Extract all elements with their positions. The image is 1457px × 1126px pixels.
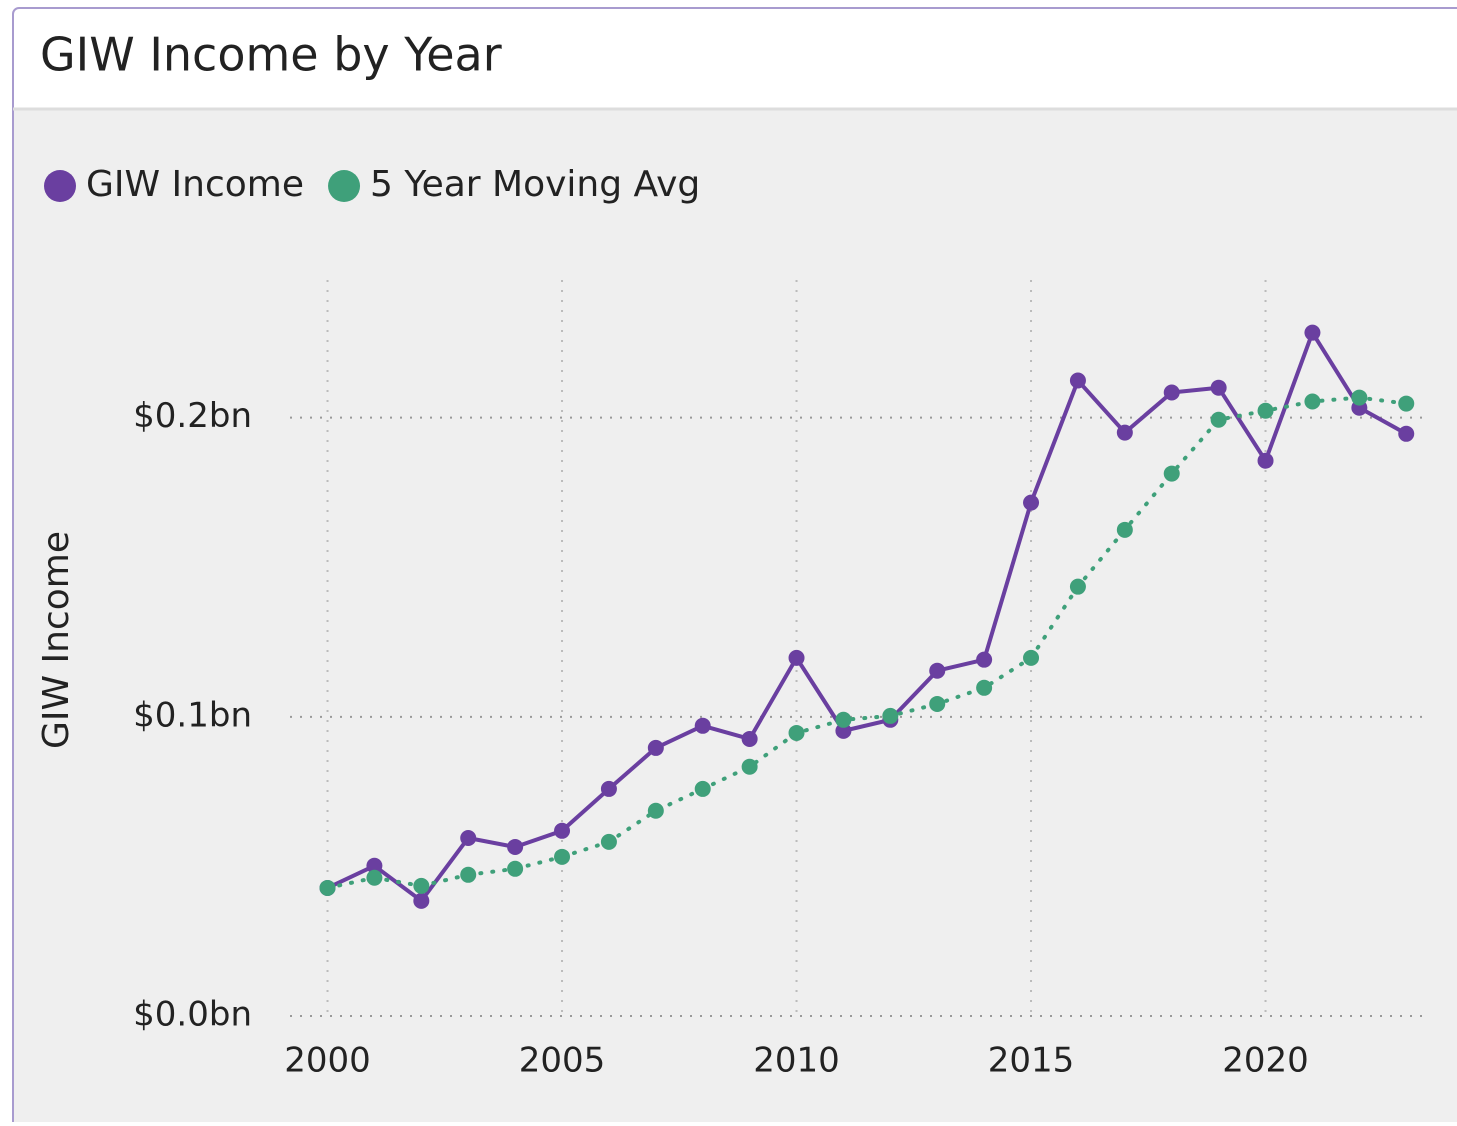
chart-title: GIW Income by Year [40, 28, 502, 82]
data-point [507, 860, 524, 877]
data-point [1257, 402, 1274, 419]
data-point [460, 829, 477, 846]
data-point [788, 724, 805, 741]
data-point [1116, 521, 1133, 538]
x-tick-label: 2015 [988, 1041, 1075, 1081]
data-point [1210, 379, 1227, 396]
data-point [1023, 649, 1040, 666]
x-tick-label: 2010 [753, 1041, 840, 1081]
y-tick-label: $0.2bn [133, 396, 252, 436]
y-tick-label: $0.0bn [133, 995, 252, 1035]
data-point [554, 848, 571, 865]
legend-label: 5 Year Moving Avg [370, 164, 700, 205]
data-point [1304, 324, 1321, 341]
legend-marker [328, 170, 361, 202]
y-tick-label: $0.1bn [133, 695, 252, 735]
data-point [929, 695, 946, 712]
data-point [694, 717, 711, 734]
data-point [1069, 578, 1086, 595]
y-axis-label: GIW Income [36, 531, 77, 749]
data-point [929, 662, 946, 679]
data-point [647, 739, 664, 756]
data-point [788, 649, 805, 666]
data-point [835, 711, 852, 728]
data-point [694, 780, 711, 797]
data-point [1069, 372, 1086, 389]
data-point [976, 679, 993, 696]
data-point [976, 651, 993, 668]
data-point [366, 857, 383, 874]
data-point [741, 730, 758, 747]
data-point [366, 869, 383, 886]
data-point [1257, 452, 1274, 469]
legend-label: GIW Income [86, 164, 304, 205]
x-tick-label: 2005 [519, 1041, 606, 1081]
data-point [1116, 424, 1133, 441]
data-point [1163, 384, 1180, 401]
legend-marker [44, 170, 76, 202]
data-point [1210, 411, 1227, 428]
data-point [647, 802, 664, 819]
data-point [1398, 425, 1415, 442]
legend: GIW Income 5 Year Moving Avg [44, 164, 700, 205]
data-point [1304, 393, 1321, 410]
data-point [882, 707, 899, 724]
data-point [1163, 465, 1180, 482]
data-point [1351, 389, 1368, 406]
data-point [835, 722, 852, 739]
data-point [1023, 494, 1040, 511]
data-point [741, 758, 758, 775]
data-point [554, 822, 571, 839]
x-tick-label: 2000 [284, 1041, 371, 1081]
data-point [413, 892, 430, 909]
data-point [507, 838, 524, 855]
plot-panel [13, 110, 1457, 1122]
x-tick-label: 2020 [1222, 1041, 1309, 1081]
frame [12, 7, 1457, 1126]
data-point [460, 866, 477, 883]
data-point [319, 879, 336, 896]
data-point [413, 877, 430, 894]
data-point [600, 833, 617, 850]
data-point [1398, 395, 1415, 412]
data-point [600, 780, 617, 797]
